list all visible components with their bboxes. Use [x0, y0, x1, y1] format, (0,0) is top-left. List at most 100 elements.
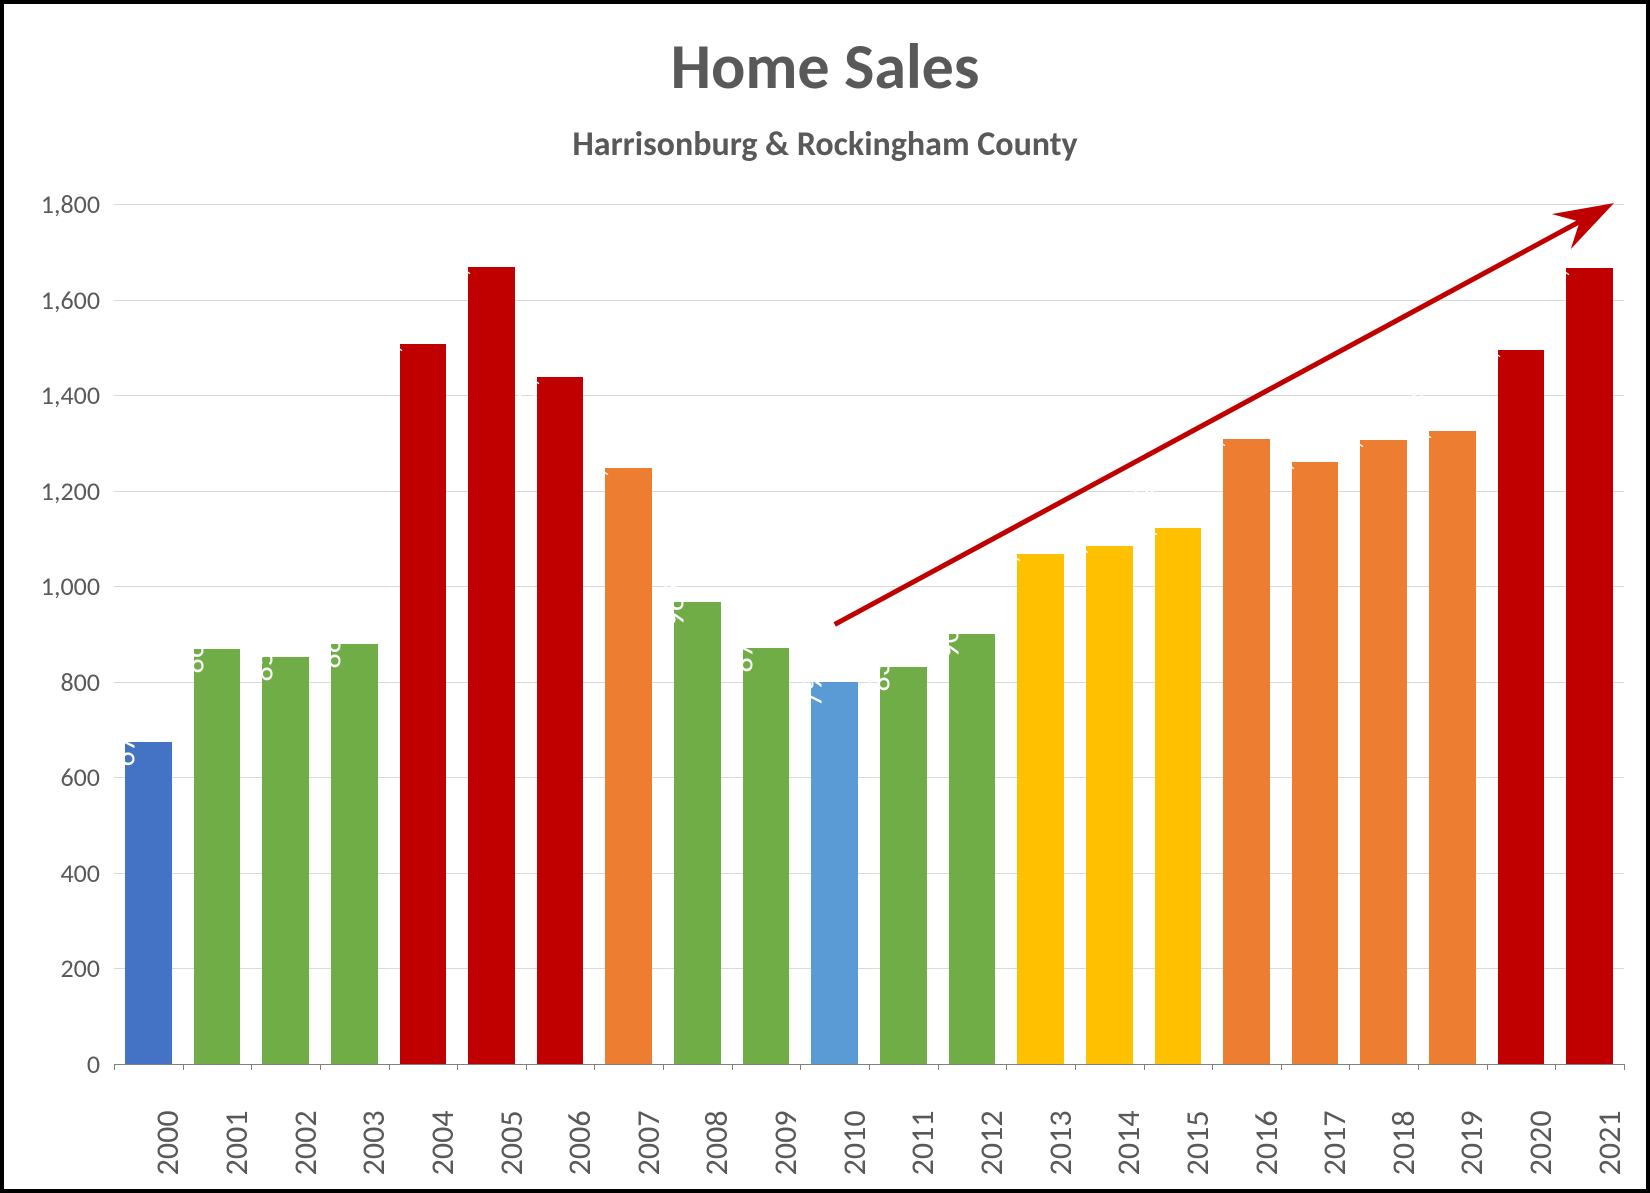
- x-tick-label: 2018: [1384, 1110, 1423, 1175]
- bar: 870: [743, 648, 790, 1064]
- bar-value-label: 1,260: [1262, 418, 1299, 486]
- x-tick-label: 2016: [1247, 1110, 1286, 1175]
- x-tick-label: 2000: [148, 1110, 187, 1175]
- bar: 1,067: [1017, 554, 1064, 1064]
- x-tick-label: 2020: [1521, 1110, 1560, 1175]
- bar: 967: [674, 602, 721, 1064]
- x-tick-label: 2019: [1452, 1110, 1491, 1175]
- x-tick-label: 2003: [354, 1110, 393, 1175]
- bar: 1,306: [1360, 440, 1407, 1064]
- x-tick-label: 2010: [835, 1110, 874, 1175]
- x-tick-label: 2005: [492, 1110, 531, 1175]
- bar-value-label: 832: [862, 645, 899, 691]
- y-tick-label: 600: [10, 761, 100, 793]
- x-tick-mark: [526, 1064, 527, 1070]
- bar-value-label: 868: [176, 628, 213, 674]
- bar-value-label: 1,309: [1194, 395, 1231, 463]
- bar-value-label: 1,666: [1537, 224, 1574, 292]
- bar: 1,324: [1429, 431, 1476, 1064]
- x-tick-label: 2006: [560, 1110, 599, 1175]
- gridline: [114, 204, 1624, 205]
- bar-value-label: 967: [656, 581, 693, 627]
- bar: 832: [880, 667, 927, 1065]
- bar: 851: [262, 657, 309, 1064]
- x-tick-mark: [457, 1064, 458, 1070]
- x-tick-mark: [869, 1064, 870, 1070]
- y-tick-label: 400: [10, 857, 100, 889]
- x-tick-mark: [663, 1064, 664, 1070]
- chart-subtitle: Harrisonburg & Rockingham County: [4, 124, 1646, 165]
- bar-value-label: 870: [725, 627, 762, 673]
- bar: 1,309: [1223, 439, 1270, 1064]
- bar-value-label: 1,507: [370, 300, 407, 368]
- bar: 1,495: [1498, 350, 1545, 1064]
- gridline: [114, 300, 1624, 301]
- x-tick-mark: [1349, 1064, 1350, 1070]
- x-tick-mark: [251, 1064, 252, 1070]
- x-tick-label: 2004: [423, 1110, 462, 1175]
- bar: 1,507: [400, 344, 447, 1064]
- bar: 868: [194, 649, 241, 1064]
- x-tick-label: 2015: [1178, 1110, 1217, 1175]
- y-tick-label: 1,000: [10, 570, 100, 602]
- y-tick-label: 0: [10, 1048, 100, 1080]
- bar: 1,085: [1086, 546, 1133, 1064]
- x-tick-mark: [114, 1064, 115, 1070]
- bar: 1,666: [1566, 268, 1613, 1064]
- bar-value-label: 1,669: [439, 223, 476, 291]
- x-tick-label: 2011: [903, 1110, 942, 1175]
- bar-value-label: 1,306: [1331, 396, 1368, 464]
- chart-title: Home Sales: [4, 28, 1646, 106]
- bar-value-label: 1,324: [1400, 388, 1437, 456]
- bar: 1,122: [1155, 528, 1202, 1064]
- bar: 1,260: [1292, 462, 1339, 1064]
- bar-value-label: 880: [313, 622, 350, 668]
- x-tick-mark: [183, 1064, 184, 1070]
- chart-frame: Home Sales Harrisonburg & Rockingham Cou…: [0, 0, 1650, 1193]
- bar-value-label: 1,122: [1125, 484, 1162, 552]
- bar-value-label: 1,248: [576, 424, 613, 492]
- x-tick-label: 2021: [1590, 1110, 1629, 1175]
- y-tick-label: 1,800: [10, 188, 100, 220]
- x-tick-label: 2014: [1109, 1110, 1148, 1175]
- x-tick-mark: [389, 1064, 390, 1070]
- x-tick-label: 2007: [629, 1110, 668, 1175]
- x-tick-mark: [1281, 1064, 1282, 1070]
- x-tick-label: 2009: [766, 1110, 805, 1175]
- bar-value-label: 1,085: [1057, 502, 1094, 570]
- bar: 799: [811, 682, 858, 1064]
- x-tick-mark: [800, 1064, 801, 1070]
- y-tick-label: 200: [10, 952, 100, 984]
- x-tick-mark: [320, 1064, 321, 1070]
- x-tick-mark: [594, 1064, 595, 1070]
- y-tick-label: 1,200: [10, 475, 100, 507]
- x-tick-label: 2017: [1315, 1110, 1354, 1175]
- y-tick-label: 1,600: [10, 284, 100, 316]
- x-tick-mark: [1487, 1064, 1488, 1070]
- bar: 1,248: [605, 468, 652, 1064]
- bar-value-label: 851: [244, 636, 281, 682]
- x-tick-label: 2008: [697, 1110, 736, 1175]
- x-tick-label: 2001: [217, 1110, 256, 1175]
- x-tick-mark: [1212, 1064, 1213, 1070]
- x-tick-mark: [1144, 1064, 1145, 1070]
- gridline: [114, 395, 1624, 396]
- x-tick-label: 2002: [286, 1110, 325, 1175]
- bar: 900: [949, 634, 996, 1064]
- y-tick-label: 1,400: [10, 379, 100, 411]
- x-tick-label: 2012: [972, 1110, 1011, 1175]
- x-tick-mark: [1075, 1064, 1076, 1070]
- x-tick-mark: [938, 1064, 939, 1070]
- bar-value-label: 900: [931, 613, 968, 659]
- x-tick-mark: [1624, 1064, 1625, 1070]
- x-tick-mark: [1418, 1064, 1419, 1070]
- bar-value-label: 674: [107, 721, 144, 767]
- bar: 880: [331, 644, 378, 1064]
- x-tick-mark: [1006, 1064, 1007, 1070]
- plot-area: 02004006008001,0001,2001,4001,6001,80067…: [114, 204, 1624, 1064]
- bar-value-label: 1,495: [1468, 306, 1505, 374]
- bar-value-label: 1,067: [988, 510, 1025, 578]
- bar-value-label: 799: [793, 661, 830, 707]
- x-tick-label: 2013: [1041, 1110, 1080, 1175]
- bar-value-label: 1,438: [507, 333, 544, 401]
